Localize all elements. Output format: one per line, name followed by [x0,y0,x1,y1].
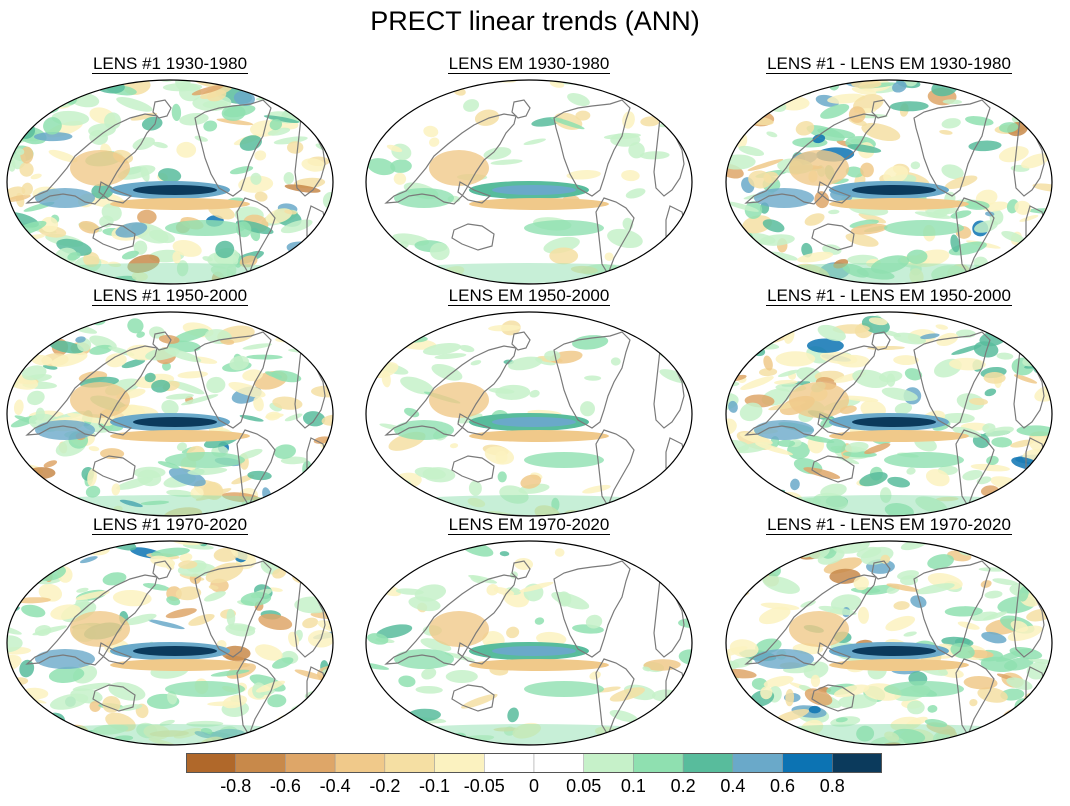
colorbar-box [533,753,584,773]
colorbar-tick-label: -0.8 [220,776,252,796]
world-map [725,540,1053,746]
panel-title: LENS EM 1950-2000 [447,286,611,306]
map-panel: LENS #1 1930-1980 [5,54,335,286]
map-panel: LENS EM 1930-1980 [364,54,694,286]
colorbar-box [434,753,485,773]
figure-title: PRECT linear trends (ANN) [370,6,700,36]
map-panel: LENS #1 - LENS EM 1950-2000 [724,286,1054,518]
colorbar-labels: -0.8 -0.6 -0.4 -0.2 -0.1 -0.05 0 0.05 0.1 0.2 0.4 0… [0,776,1070,800]
world-map [725,311,1053,517]
map-panel: LENS #1 - LENS EM 1970-2020 [724,515,1054,747]
map-panel: LENS EM 1970-2020 [364,515,694,747]
colorbar-box [285,753,336,773]
colorbar-box [732,753,783,773]
world-map [6,540,334,746]
colorbar-tick-label: 0.2 [670,776,696,796]
colorbar-tick-label: 0.05 [566,776,602,796]
world-map [365,311,693,517]
panel-title: LENS #1 - LENS EM 1970-2020 [766,515,1012,535]
colorbar-box [782,753,833,773]
world-map [365,540,693,746]
colorbar-box [235,753,286,773]
panel-title: LENS #1 - LENS EM 1930-1980 [766,54,1012,74]
colorbar-tick-label: -0.4 [319,776,351,796]
world-map [6,311,334,517]
colorbar-tick-label: 0.4 [720,776,746,796]
panel-title: LENS EM 1930-1980 [447,54,611,74]
colorbar-box [384,753,435,773]
colorbar-box [484,753,535,773]
world-map [365,79,693,285]
map-panel: LENS #1 - LENS EM 1930-1980 [724,54,1054,286]
map-panel: LENS EM 1950-2000 [364,286,694,518]
panel-title: LENS EM 1970-2020 [447,515,611,535]
colorbar-box [633,753,684,773]
colorbar-box [682,753,734,773]
panel-title: LENS #1 1950-2000 [91,286,249,306]
colorbar-tick-label: 0.8 [819,776,845,796]
colorbar-tick-label: -0.6 [269,776,301,796]
map-panel: LENS #1 1950-2000 [5,286,335,518]
colorbar-box [334,753,386,773]
colorbar-tick-label: -0.05 [463,776,505,796]
colorbar-tick-label: 0.1 [620,776,646,796]
panel-title: LENS #1 1930-1980 [91,54,249,74]
colorbar-tick-label: -0.1 [419,776,451,796]
colorbar [186,753,882,773]
world-map [6,79,334,285]
colorbar-tick-label: 0.6 [770,776,796,796]
colorbar-tick-label: -0.2 [369,776,401,796]
colorbar-box [186,753,236,773]
colorbar-box [583,753,634,773]
map-panel: LENS #1 1970-2020 [5,515,335,747]
panel-title: LENS #1 - LENS EM 1950-2000 [766,286,1012,306]
colorbar-box [832,753,882,773]
panel-title: LENS #1 1970-2020 [91,515,249,535]
colorbar-tick-label: 0 [528,776,540,796]
world-map [725,79,1053,285]
